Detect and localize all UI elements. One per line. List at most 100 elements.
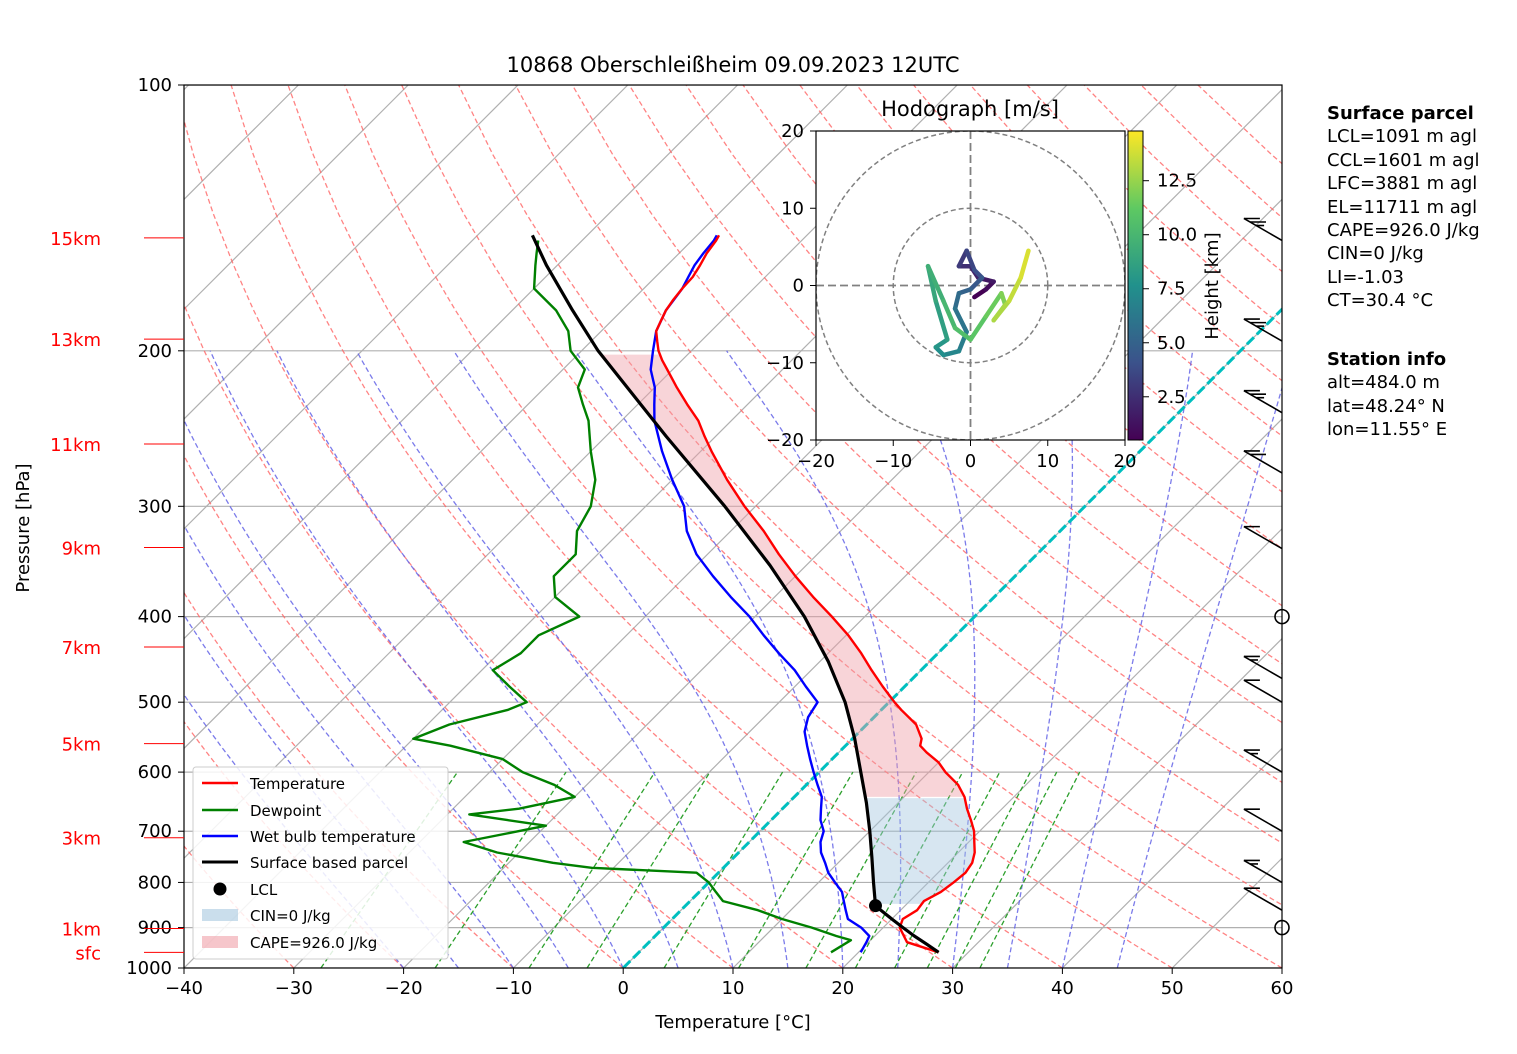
surface-parcel-profile: [530, 234, 940, 954]
x-tick-label: −20: [385, 978, 423, 999]
dry-adiabat: [344, 85, 1173, 968]
dewpoint-profile: [412, 240, 853, 954]
hodograph-segment: [941, 298, 958, 331]
height-label: 13km: [50, 330, 101, 351]
y-axis-label: Pressure [hPa]: [13, 463, 34, 592]
legend-label-wetbulb: Wet bulb temperature: [250, 828, 416, 846]
x-tick-label: 50: [1161, 978, 1184, 999]
moist-adiabat: [276, 350, 679, 968]
y-tick-label: 400: [138, 607, 172, 628]
height-label: 3km: [62, 829, 101, 850]
height-label: 15km: [50, 229, 101, 250]
hodograph-segment: [983, 290, 1004, 319]
hodograph-segment: [1018, 248, 1031, 281]
dry-adiabat: [514, 85, 1282, 844]
dry-adiabat: [184, 118, 844, 968]
isotherm-line: [184, 85, 409, 311]
dry-adiabat: [401, 85, 1282, 968]
colorbar-tick-label: 5.0: [1157, 333, 1186, 354]
hodograph-segment: [1006, 275, 1023, 304]
y-tick-label: 700: [138, 821, 172, 842]
colorbar-tick-label: 2.5: [1157, 387, 1186, 408]
wind-barb-calm: [1274, 608, 1290, 625]
surface-parcel-box: Surface parcel LCL=1091 m agl CCL=1601 m…: [1327, 102, 1480, 313]
hodograph-y-tick-label: 0: [793, 276, 804, 297]
dry-adiabat: [287, 85, 1063, 968]
mixing-ratio-line: [979, 771, 1081, 968]
wind-barb-staff: [1243, 679, 1283, 703]
isotherm-line: [512, 198, 1282, 968]
x-tick-label: 10: [722, 978, 745, 999]
surface-parcel-ct: CT=30.4 °C: [1327, 290, 1434, 312]
legend-box: [192, 766, 449, 960]
moist-adiabat: [726, 350, 902, 968]
mixing-ratio-line: [528, 771, 656, 968]
station-info-box: Station info alt=484.0 m lat=48.24° N lo…: [1327, 348, 1447, 442]
dry-adiabat: [458, 85, 1282, 906]
surface-parcel-li: LI=-1.03: [1327, 266, 1404, 288]
colorbar-tick-label: 12.5: [1157, 171, 1197, 192]
y-tick-label: 300: [138, 496, 172, 517]
isotherm-line: [184, 85, 519, 420]
dry-adiabat: [571, 85, 1282, 784]
hodograph-segment: [933, 298, 950, 342]
hodograph-segment: [925, 263, 946, 304]
wind-barbs: [1243, 217, 1290, 936]
isotherm-line: [184, 85, 848, 750]
x-tick-label: 60: [1271, 978, 1294, 999]
station-info-heading: Station info: [1327, 349, 1447, 370]
y-tick-label: 800: [138, 872, 172, 893]
hodograph-x-tick-label: 10: [1036, 451, 1059, 472]
hodograph-segment: [952, 325, 973, 342]
dry-adiabat: [230, 85, 953, 968]
x-tick-label: −10: [494, 978, 532, 999]
surface-parcel-heading: Surface parcel: [1327, 103, 1474, 124]
surface-parcel-ccl: CCL=1601 m agl: [1327, 149, 1480, 171]
station-longitude: lon=11.55° E: [1327, 419, 1448, 441]
y-tick-label: 500: [138, 692, 172, 713]
isotherm-line: [184, 85, 629, 530]
dry-adiabat: [184, 454, 624, 968]
legend-label-cin: CIN=0 J/kg: [250, 907, 331, 925]
mixing-ratio-line: [738, 771, 854, 968]
mixing-ratio-line: [926, 771, 1031, 968]
mixing-ratio-line: [805, 771, 917, 968]
legend-label-dewpoint: Dewpoint: [250, 802, 321, 820]
hodograph-segment: [964, 248, 977, 273]
x-axis-label: Temperature [°C]: [654, 1012, 810, 1033]
hodograph-x-tick-label: 20: [1114, 451, 1137, 472]
hodograph-x-tick-label: 0: [965, 451, 976, 472]
hodograph-segment: [972, 287, 989, 300]
hodograph-y-tick-label: 10: [781, 198, 804, 219]
mixing-ratio-line: [663, 771, 784, 968]
hodograph-segment: [952, 306, 969, 335]
hodograph-colorbar: [1127, 130, 1144, 441]
wind-barb-calm: [1274, 919, 1290, 936]
moist-adiabat: [1006, 350, 1074, 968]
hodograph-segment: [952, 290, 962, 311]
legend-marker-lcl: [213, 882, 227, 896]
legend-swatch-cin: [202, 909, 238, 921]
height-label: sfc: [75, 943, 101, 964]
colorbar-label: Height [km]: [1202, 232, 1223, 339]
x-tick-label: 20: [831, 978, 854, 999]
hodograph-y-tick-label: −20: [766, 430, 804, 451]
hodograph-segment: [933, 337, 950, 350]
legend-label-lcl: LCL: [250, 881, 278, 899]
dry-adiabat: [184, 302, 734, 968]
y-tick-label: 1000: [126, 958, 172, 979]
legend-swatch-cape: [202, 936, 238, 948]
isotherm-line: [732, 418, 1282, 968]
legend: Temperature Dewpoint Wet bulb temperatur…: [192, 766, 449, 960]
station-altitude: alt=484.0 m: [1327, 372, 1440, 394]
hodograph-title: Hodograph [m/s]: [881, 97, 1059, 121]
height-label: 9km: [62, 538, 101, 559]
moist-adiabat: [453, 350, 789, 968]
colorbar-tick-label: 10.0: [1157, 225, 1197, 246]
x-tick-label: 40: [1051, 978, 1074, 999]
height-label: 11km: [50, 435, 101, 456]
hodograph-y-tick-label: 20: [781, 121, 804, 142]
mixing-ratio-line: [434, 771, 567, 968]
x-tick-label: −40: [165, 978, 203, 999]
